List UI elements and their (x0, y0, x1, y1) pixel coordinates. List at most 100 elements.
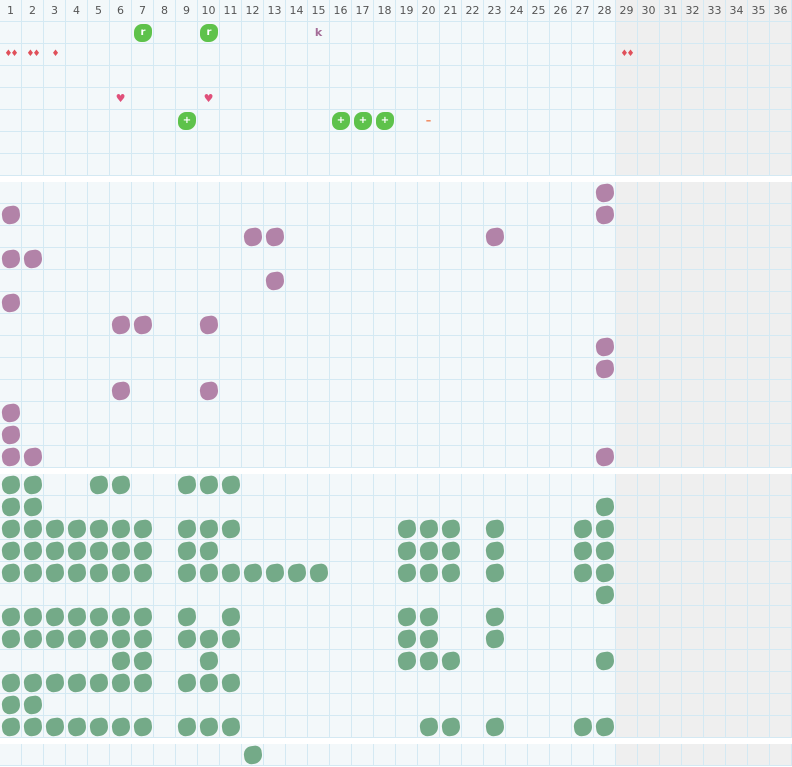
grid-cell[interactable] (506, 446, 528, 468)
grid-cell[interactable] (330, 314, 352, 336)
grid-cell[interactable] (572, 336, 594, 358)
grid-cell[interactable] (572, 22, 594, 44)
grid-cell[interactable] (220, 562, 242, 584)
grid-cell[interactable] (748, 584, 770, 606)
grid-cell[interactable] (374, 402, 396, 424)
sage-tile[interactable] (440, 518, 462, 540)
grid-cell[interactable] (66, 424, 88, 446)
grid-cell[interactable] (396, 562, 418, 584)
grid-cell[interactable] (110, 584, 132, 606)
grid-cell[interactable] (396, 606, 418, 628)
grid-cell[interactable] (176, 424, 198, 446)
grid-cell[interactable] (374, 270, 396, 292)
grid-cell[interactable] (440, 606, 462, 628)
sage-tile[interactable] (440, 716, 462, 738)
grid-cell[interactable] (748, 226, 770, 248)
grid-cell[interactable] (638, 446, 660, 468)
grid-cell[interactable] (0, 628, 22, 650)
grid-cell[interactable] (374, 446, 396, 468)
grid-cell[interactable] (110, 650, 132, 672)
grid-cell[interactable] (132, 540, 154, 562)
sage-tile[interactable] (66, 562, 88, 584)
grid-cell[interactable] (110, 628, 132, 650)
grid-cell[interactable] (66, 650, 88, 672)
grid-cell[interactable] (220, 716, 242, 738)
grid-cell[interactable] (352, 424, 374, 446)
grid-cell[interactable] (550, 336, 572, 358)
grid-cell[interactable] (638, 584, 660, 606)
grid-cell[interactable] (704, 744, 726, 766)
grid-cell[interactable] (506, 584, 528, 606)
grid-cell[interactable] (770, 44, 792, 66)
grid-cell[interactable] (374, 518, 396, 540)
grid-cell[interactable] (352, 446, 374, 468)
grid-cell[interactable] (748, 270, 770, 292)
grid-cell[interactable] (418, 336, 440, 358)
grid-cell[interactable] (264, 154, 286, 176)
grid-cell[interactable] (418, 518, 440, 540)
grid-cell[interactable] (330, 182, 352, 204)
grid-cell[interactable] (110, 380, 132, 402)
grid-cell[interactable] (286, 110, 308, 132)
grid-cell[interactable] (418, 584, 440, 606)
grid-cell[interactable] (748, 292, 770, 314)
grid-cell[interactable] (22, 380, 44, 402)
grid-cell[interactable] (44, 66, 66, 88)
grid-cell[interactable] (110, 606, 132, 628)
grid-cell[interactable] (528, 88, 550, 110)
green-tile[interactable]: + (354, 112, 372, 130)
grid-cell[interactable] (176, 672, 198, 694)
grid-cell[interactable] (220, 270, 242, 292)
grid-cell[interactable] (220, 628, 242, 650)
grid-cell[interactable] (506, 716, 528, 738)
grid-cell[interactable] (220, 336, 242, 358)
grid-cell[interactable] (66, 44, 88, 66)
purple-tile[interactable] (594, 446, 616, 468)
grid-cell[interactable] (242, 66, 264, 88)
grid-cell[interactable] (418, 182, 440, 204)
grid-cell[interactable] (132, 424, 154, 446)
sage-tile[interactable] (418, 650, 440, 672)
grid-cell[interactable] (572, 496, 594, 518)
grid-cell[interactable] (770, 628, 792, 650)
grid-cell[interactable] (396, 496, 418, 518)
grid-cell[interactable] (132, 66, 154, 88)
grid-cell[interactable] (396, 628, 418, 650)
grid-cell[interactable] (352, 402, 374, 424)
grid-cell[interactable] (0, 672, 22, 694)
grid-cell[interactable] (594, 66, 616, 88)
grid-cell[interactable] (528, 672, 550, 694)
grid-cell[interactable] (660, 672, 682, 694)
grid-cell[interactable] (682, 518, 704, 540)
sage-tile[interactable] (396, 606, 418, 628)
grid-cell[interactable] (308, 358, 330, 380)
grid-cell[interactable] (154, 694, 176, 716)
grid-cell[interactable] (242, 744, 264, 766)
grid-cell[interactable] (748, 66, 770, 88)
grid-cell[interactable] (572, 628, 594, 650)
grid-cell[interactable] (88, 694, 110, 716)
grid-cell[interactable] (110, 44, 132, 66)
grid-cell[interactable] (374, 66, 396, 88)
grid-cell[interactable] (374, 336, 396, 358)
grid-cell[interactable] (748, 540, 770, 562)
grid-cell[interactable]: r (132, 22, 154, 44)
grid-cell[interactable] (682, 358, 704, 380)
grid-cell[interactable] (528, 474, 550, 496)
purple-tile[interactable] (242, 226, 264, 248)
grid-cell[interactable] (440, 204, 462, 226)
grid-cell[interactable] (660, 650, 682, 672)
grid-cell[interactable] (374, 628, 396, 650)
grid-cell[interactable] (132, 88, 154, 110)
grid-cell[interactable] (176, 182, 198, 204)
grid-cell[interactable] (154, 204, 176, 226)
sage-tile[interactable] (594, 716, 616, 738)
grid-cell[interactable] (704, 358, 726, 380)
grid-cell[interactable] (682, 562, 704, 584)
sage-tile[interactable] (88, 716, 110, 738)
grid-cell[interactable] (726, 628, 748, 650)
grid-cell[interactable] (704, 716, 726, 738)
sage-tile[interactable] (484, 606, 506, 628)
sage-tile[interactable] (0, 562, 22, 584)
grid-cell[interactable] (44, 314, 66, 336)
